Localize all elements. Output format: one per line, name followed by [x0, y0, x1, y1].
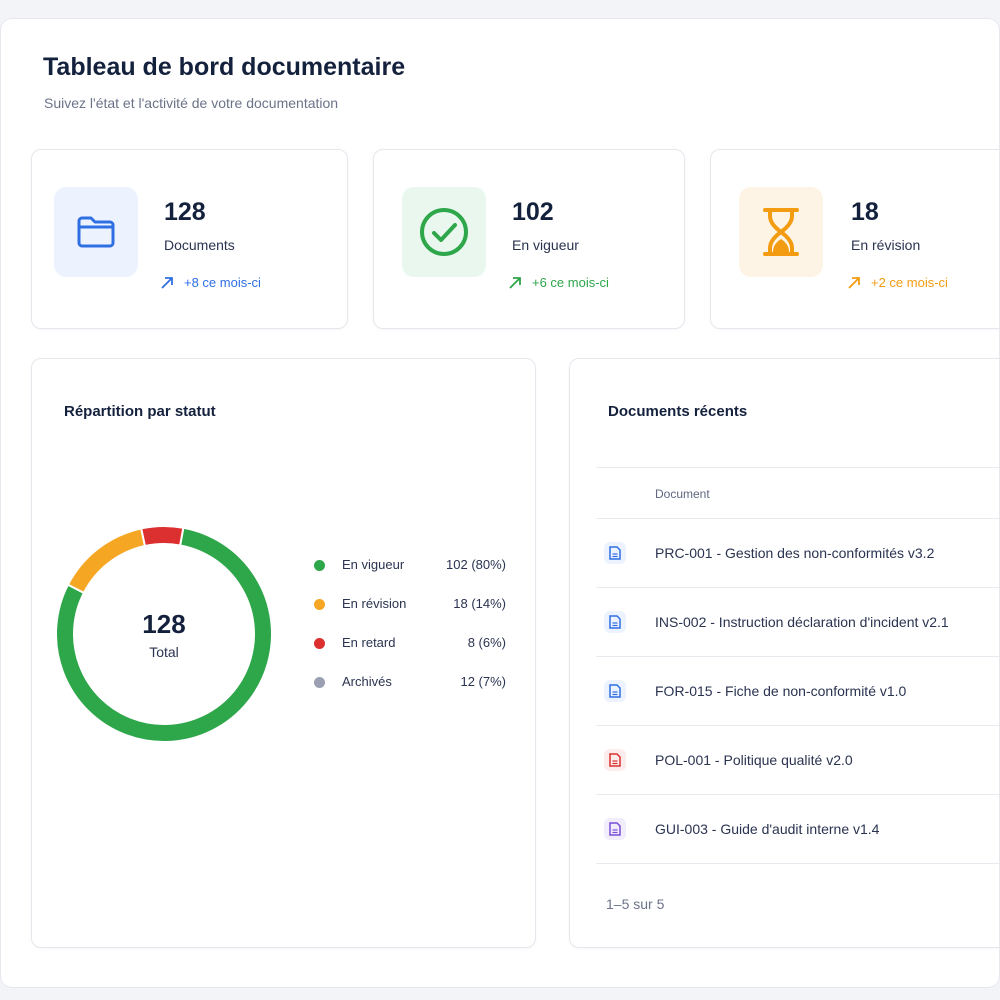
legend-value: 102 (80%): [446, 557, 506, 572]
table-row[interactable]: PRC-001 - Gestion des non-conformités v3…: [596, 519, 999, 588]
donut-total-label: Total: [149, 643, 179, 660]
legend-value: 8 (6%): [467, 635, 506, 650]
table-row[interactable]: POL-001 - Politique qualité v2.0: [596, 726, 999, 795]
panel-title: Documents récents: [608, 403, 748, 420]
stat-trend: +8 ce mois-ci: [161, 275, 261, 290]
file-red-icon: [604, 749, 626, 771]
legend-item: En retard 8 (6%): [314, 635, 514, 674]
hourglass-icon: [739, 187, 823, 277]
legend-label: En révision: [342, 596, 407, 611]
legend-label: En retard: [342, 635, 396, 650]
stat-trend: +6 ce mois-ci: [509, 275, 609, 290]
stat-trend-text: +6 ce mois-ci: [532, 275, 609, 290]
donut-slice-en-retard[interactable]: [140, 525, 185, 548]
stat-trend-text: +8 ce mois-ci: [184, 275, 261, 290]
table-row[interactable]: GUI-003 - Guide d'audit interne v1.4: [596, 795, 999, 864]
stat-card-en-vigueur[interactable]: 102 En vigueur +6 ce mois-ci: [373, 149, 685, 329]
table-row[interactable]: INS-002 - Instruction déclaration d'inci…: [596, 588, 999, 657]
stat-value: 128: [164, 198, 206, 226]
check-circle-icon: [402, 187, 486, 277]
legend-value: 18 (14%): [453, 596, 506, 611]
dashboard-page: Tableau de bord documentaire Suivez l'ét…: [0, 18, 1000, 988]
folder-icon: [54, 187, 138, 277]
stat-value: 18: [851, 198, 879, 226]
document-name[interactable]: FOR-015 - Fiche de non-conformité v1.0: [655, 683, 907, 699]
document-name[interactable]: PRC-001 - Gestion des non-conformités v3…: [655, 545, 935, 561]
legend-value: 12 (7%): [460, 674, 506, 689]
document-name[interactable]: GUI-003 - Guide d'audit interne v1.4: [655, 821, 880, 837]
file-blue-icon: [604, 611, 626, 633]
column-header-document[interactable]: Document: [655, 487, 710, 501]
stat-value: 102: [512, 198, 554, 226]
legend-dot: [314, 599, 325, 610]
table-header: Document: [596, 467, 999, 519]
file-purple-icon: [604, 818, 626, 840]
status-distribution-panel: Répartition par statut 128 Total En vigu…: [31, 358, 536, 948]
pagination-info: 1–5 sur 5: [606, 896, 665, 912]
recent-documents-panel: Documents récents Document PRC-001 - Ges…: [569, 358, 999, 948]
trend-up-icon: [509, 276, 521, 289]
legend-label: En vigueur: [342, 557, 405, 572]
stat-trend-text: +2 ce mois-ci: [871, 275, 948, 290]
file-blue-icon: [604, 542, 626, 564]
legend-dot: [314, 560, 325, 571]
donut-slice-en-vigueur[interactable]: [55, 526, 273, 743]
page-title: Tableau de bord documentaire: [43, 53, 406, 81]
stat-card-en-revision[interactable]: 18 En révision +2 ce mois-ci: [710, 149, 999, 329]
file-blue-icon: [604, 680, 626, 702]
stat-label: En vigueur: [512, 237, 579, 253]
trend-up-icon: [161, 276, 173, 289]
legend-label: Archivés: [342, 674, 392, 689]
donut-chart: 128 Total: [54, 514, 274, 754]
table-row[interactable]: FOR-015 - Fiche de non-conformité v1.0: [596, 657, 999, 726]
document-name[interactable]: INS-002 - Instruction déclaration d'inci…: [655, 614, 949, 630]
stat-label: En révision: [851, 237, 921, 253]
document-name[interactable]: POL-001 - Politique qualité v2.0: [655, 752, 853, 768]
stat-label: Documents: [164, 237, 235, 253]
chart-legend: En vigueur 102 (80%) En révision 18 (14%…: [314, 557, 514, 713]
legend-dot: [314, 677, 325, 688]
legend-dot: [314, 638, 325, 649]
legend-item: En révision 18 (14%): [314, 596, 514, 635]
stat-card-documents[interactable]: 128 Documents +8 ce mois-ci: [31, 149, 348, 329]
page-subtitle: Suivez l'état et l'activité de votre doc…: [44, 95, 339, 111]
legend-item: En vigueur 102 (80%): [314, 557, 514, 596]
panel-title: Répartition par statut: [64, 403, 216, 420]
donut-total-value: 128: [142, 608, 186, 639]
stat-trend: +2 ce mois-ci: [848, 275, 948, 290]
trend-up-icon: [848, 276, 860, 289]
legend-item: Archivés 12 (7%): [314, 674, 514, 713]
